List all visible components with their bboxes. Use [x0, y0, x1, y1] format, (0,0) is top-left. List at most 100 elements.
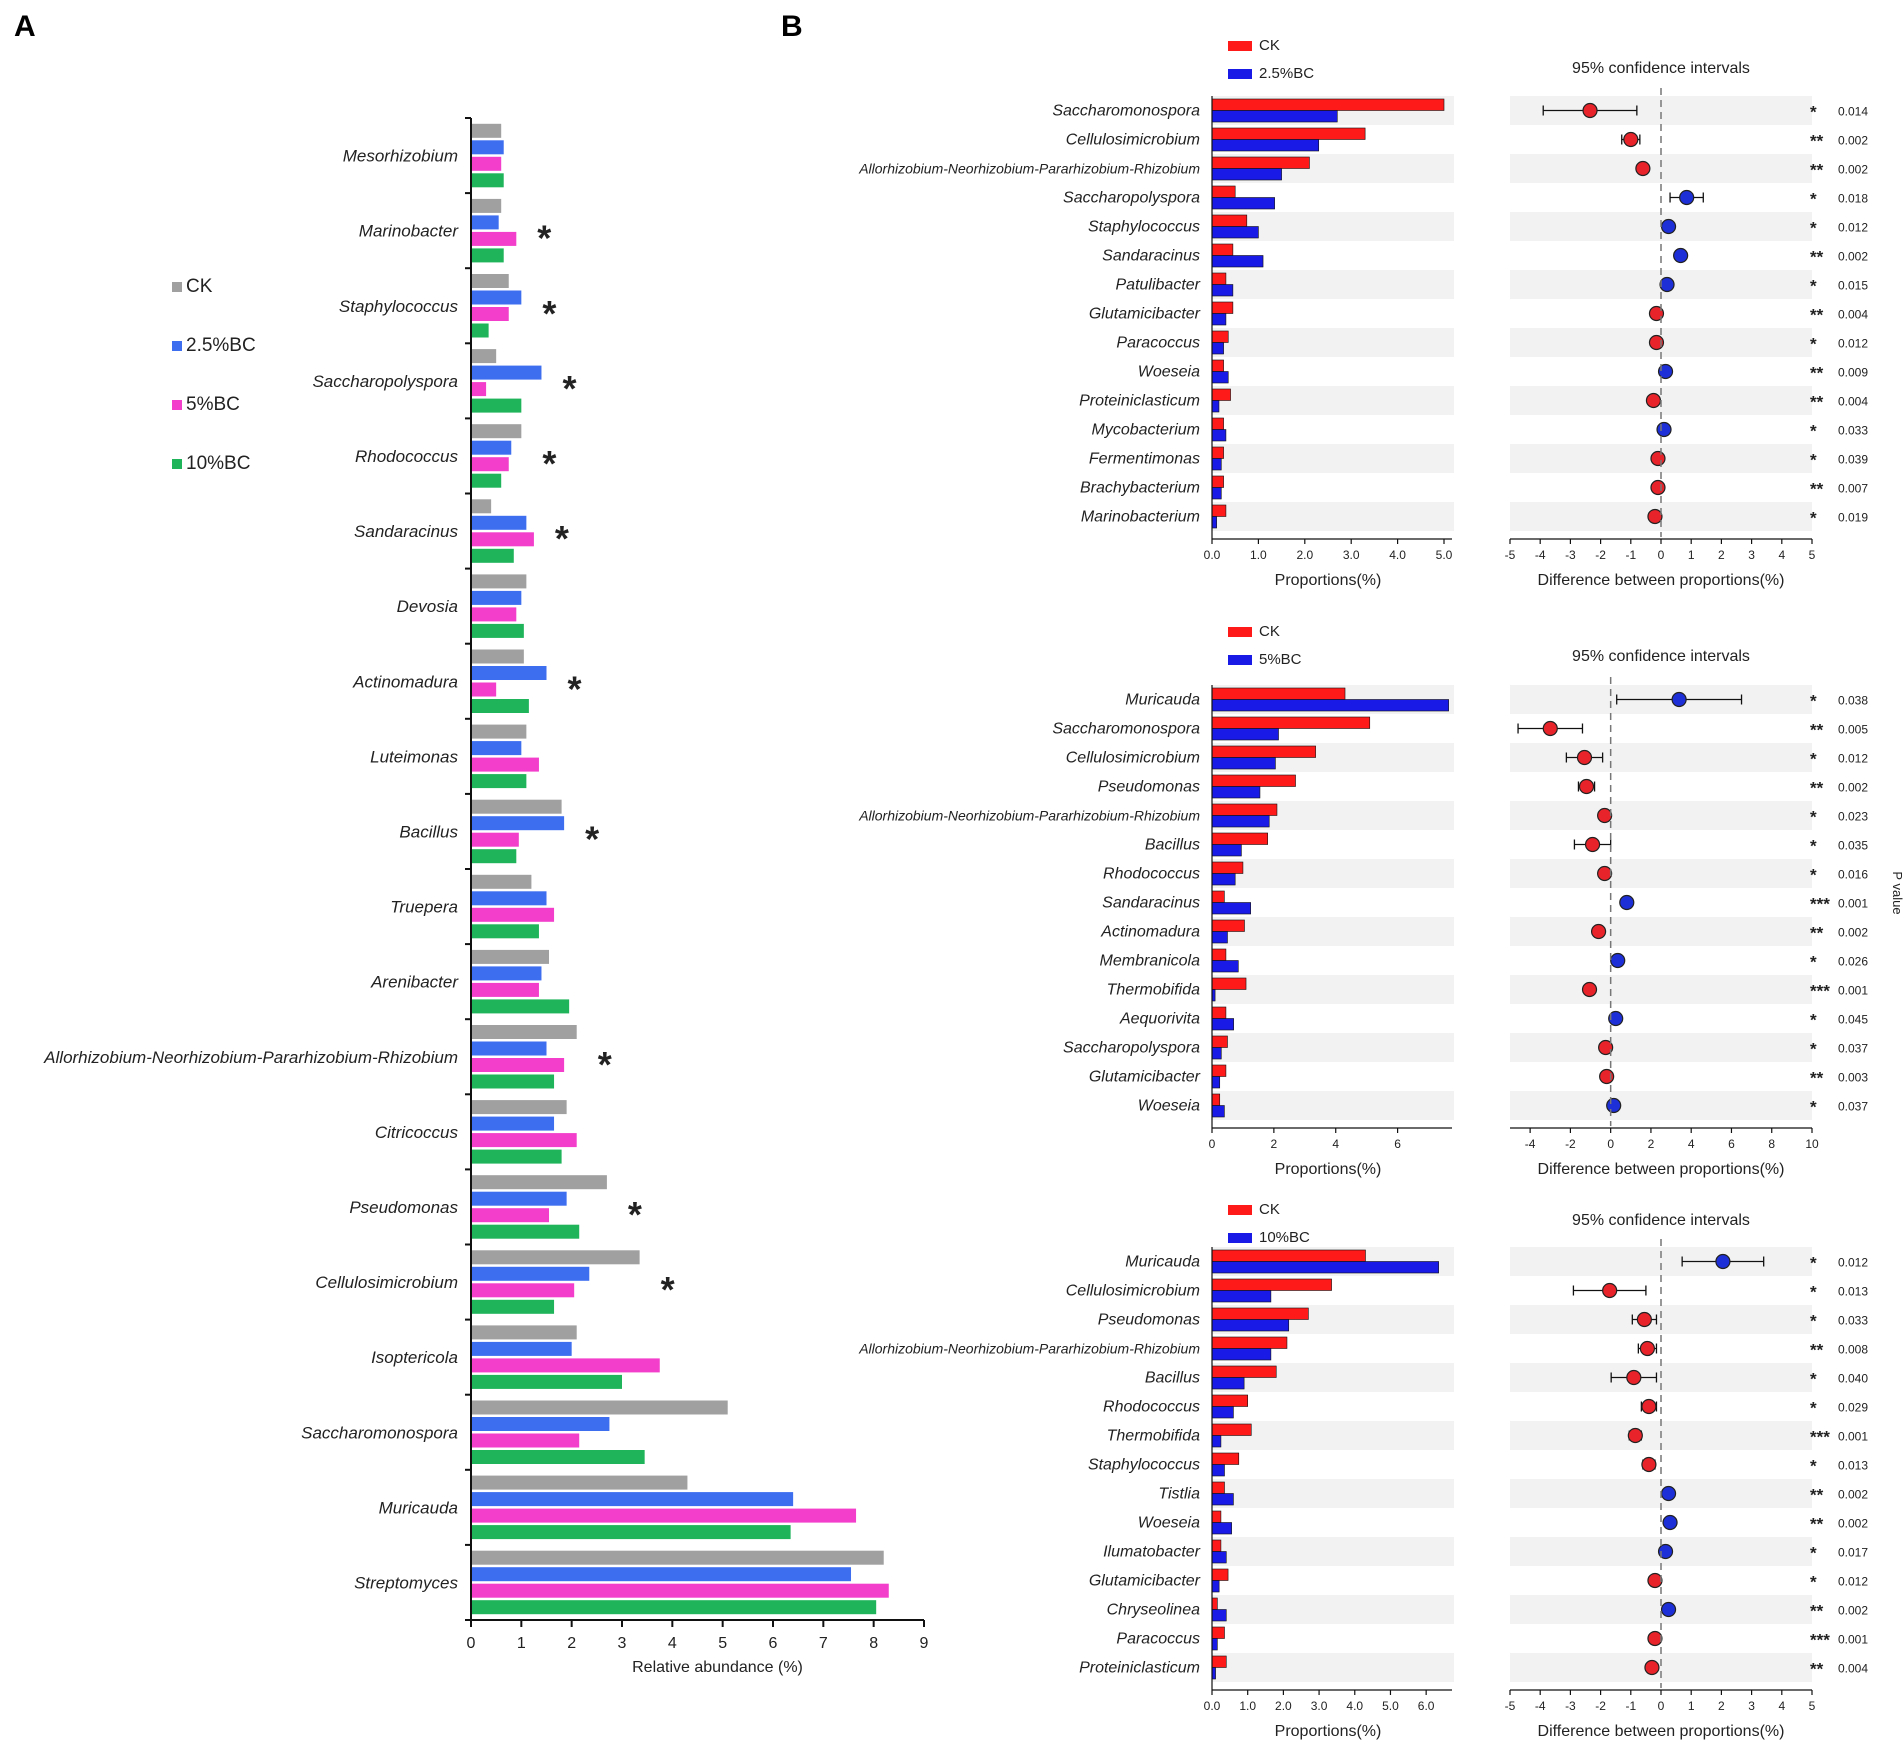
bar-saccharopolyspora-2-5-bc [1211, 197, 1275, 210]
p-value: 0.037 [1838, 1042, 1868, 1056]
category-label-patulibacter: Patulibacter [1116, 277, 1201, 294]
right-x-tick-label: 10 [1805, 1137, 1819, 1151]
legend-label-2-5-bc: 2.5%BC [186, 335, 256, 356]
p-value: 0.002 [1838, 134, 1868, 148]
x-tick-label: 8 [869, 1635, 878, 1652]
x-tick-label: 9 [920, 1635, 929, 1652]
bar-marinobacter-5-bc [472, 231, 517, 246]
row-shade-left [1212, 270, 1454, 299]
legend-label-ck: CK [1259, 623, 1280, 640]
left-x-tick-label: 2.0 [1296, 548, 1313, 562]
right-x-tick-label: -2 [1565, 1137, 1576, 1151]
significance-stars: * [1810, 1370, 1817, 1389]
bar-proteiniclasticum-2-5-bc [1211, 400, 1220, 413]
bar-pseudomonas-10-bc [1211, 1319, 1290, 1332]
legend-swatch-10-bc [172, 459, 182, 469]
p-value: 0.038 [1838, 694, 1868, 708]
bar-pseudomonas-10-bc [472, 1224, 580, 1239]
x-tick-label: 2 [567, 1635, 576, 1652]
p-value: 0.005 [1838, 723, 1868, 737]
bar-allorhizobium-neorhizobium-pararhizobium-rhizobium-ck [1211, 156, 1310, 169]
bar-rhodococcus-5-bc [472, 457, 509, 472]
p-value: 0.017 [1838, 1546, 1868, 1560]
right-x-tick-label: 3 [1748, 548, 1755, 562]
category-label-fermentimonas: Fermentimonas [1089, 451, 1200, 468]
bar-mesorhizobium-5-bc [472, 156, 502, 171]
bar-sandaracinus-2-5-bc [472, 515, 527, 530]
significance-stars: ** [1810, 132, 1824, 151]
diff-point-glutamicibacter [1647, 1572, 1663, 1589]
bar-devosia-5-bc [472, 607, 517, 622]
significance-stars: * [1810, 1544, 1817, 1563]
row-shade-left [1212, 1537, 1454, 1566]
bar-cellulosimicrobium-10-bc [472, 1299, 555, 1314]
diff-point-woeseia [1606, 1097, 1622, 1114]
bar-bacillus-2-5-bc [472, 816, 565, 831]
diff-point-marinobacterium [1647, 508, 1663, 525]
category-label-staphylococcus: Staphylococcus [339, 297, 459, 316]
left-x-tick-label: 6 [1394, 1137, 1401, 1151]
right-x-tick-label: -1 [1625, 548, 1636, 562]
legend-label-ck: CK [186, 276, 213, 297]
left-x-axis-title: Proportions(%) [1275, 1161, 1382, 1178]
bar-allorhizobium-neorhizobium-pararhizobium-rhizobium-ck [472, 1025, 577, 1039]
category-label-chryseolinea: Chryseolinea [1107, 1602, 1200, 1619]
category-label-tistlia: Tistlia [1158, 1486, 1200, 1503]
category-label-rhodococcus: Rhodococcus [1103, 1399, 1200, 1416]
diff-point-allorhizobium-neorhizobium-pararhizobium-rhizobium [1639, 1340, 1656, 1357]
left-x-tick-label: 2.0 [1275, 1699, 1292, 1713]
bar-isoptericola-10-bc [472, 1374, 622, 1389]
left-x-tick-label: 6.0 [1418, 1699, 1435, 1713]
significance-stars: * [1810, 1399, 1817, 1418]
significance-stars: * [1810, 750, 1817, 769]
p-value: 0.013 [1838, 1459, 1868, 1473]
bar-sandaracinus-2-5-bc [1211, 255, 1264, 268]
right-x-axis-title: Difference between proportions(%) [1538, 1161, 1785, 1178]
category-label-sandaracinus: Sandaracinus [1102, 895, 1200, 912]
category-label-rhodococcus: Rhodococcus [355, 447, 459, 466]
left-x-tick-label: 3.0 [1343, 548, 1360, 562]
bar-woeseia-5-bc [1211, 1105, 1225, 1118]
category-label-proteiniclasticum: Proteiniclasticum [1079, 393, 1200, 410]
bar-actinomadura-5-bc [1211, 931, 1228, 944]
legend-label-5-bc: 5%BC [1259, 651, 1302, 668]
diff-point-sandaracinus [1619, 894, 1635, 911]
row-shade-left [1212, 917, 1454, 946]
bar-pseudomonas-ck [472, 1175, 607, 1190]
legend-label-10-bc: 10%BC [186, 453, 250, 474]
left-x-tick-label: 4.0 [1346, 1699, 1363, 1713]
p-value: 0.018 [1838, 192, 1868, 206]
significance-stars: *** [1810, 982, 1830, 1001]
significance-stars: * [1810, 953, 1817, 972]
diff-point-paracoccus [1648, 334, 1665, 351]
category-label-glutamicibacter: Glutamicibacter [1089, 1069, 1201, 1086]
bar-patulibacter-ck [1211, 272, 1227, 285]
category-label-woeseia: Woeseia [1138, 364, 1200, 381]
bar-bacillus-5-bc [1211, 844, 1242, 857]
category-label-cellulosimicrobium: Cellulosimicrobium [1066, 750, 1200, 767]
bar-glutamicibacter-5-bc [1211, 1076, 1221, 1089]
significance-stars: ** [1810, 721, 1824, 740]
bar-saccharomonospora-ck [472, 1400, 728, 1415]
category-label-bacillus: Bacillus [1145, 1370, 1200, 1387]
significance-stars: * [1810, 1312, 1817, 1331]
bar-saccharomonospora-10-bc [472, 1450, 645, 1464]
left-x-tick-label: 2 [1271, 1137, 1278, 1151]
category-label-isoptericola: Isoptericola [371, 1348, 458, 1367]
diff-point-cellulosimicrobium [1602, 1282, 1618, 1299]
right-x-tick-label: 2 [1648, 1137, 1655, 1151]
p-value: 0.003 [1838, 1071, 1868, 1085]
right-x-tick-label: -2 [1595, 1699, 1606, 1713]
diff-point-cellulosimicrobium [1623, 131, 1639, 148]
legend-swatch-5-bc [1228, 655, 1252, 665]
bar-muricauda-ck [1211, 1249, 1366, 1262]
bar-tistlia-ck [1211, 1481, 1225, 1494]
category-label-muricauda: Muricauda [1125, 692, 1200, 709]
bar-saccharomonospora-2-5-bc [1211, 110, 1338, 123]
diff-point-cellulosimicrobium [1576, 749, 1593, 766]
bar-bacillus-ck [1211, 832, 1268, 845]
significance-stars: *** [1810, 895, 1830, 914]
diff-point-thermobifida [1581, 981, 1598, 998]
bar-allorhizobium-neorhizobium-pararhizobium-rhizobium-ck [1211, 1336, 1288, 1349]
bar-mycobacterium-ck [1211, 417, 1224, 430]
